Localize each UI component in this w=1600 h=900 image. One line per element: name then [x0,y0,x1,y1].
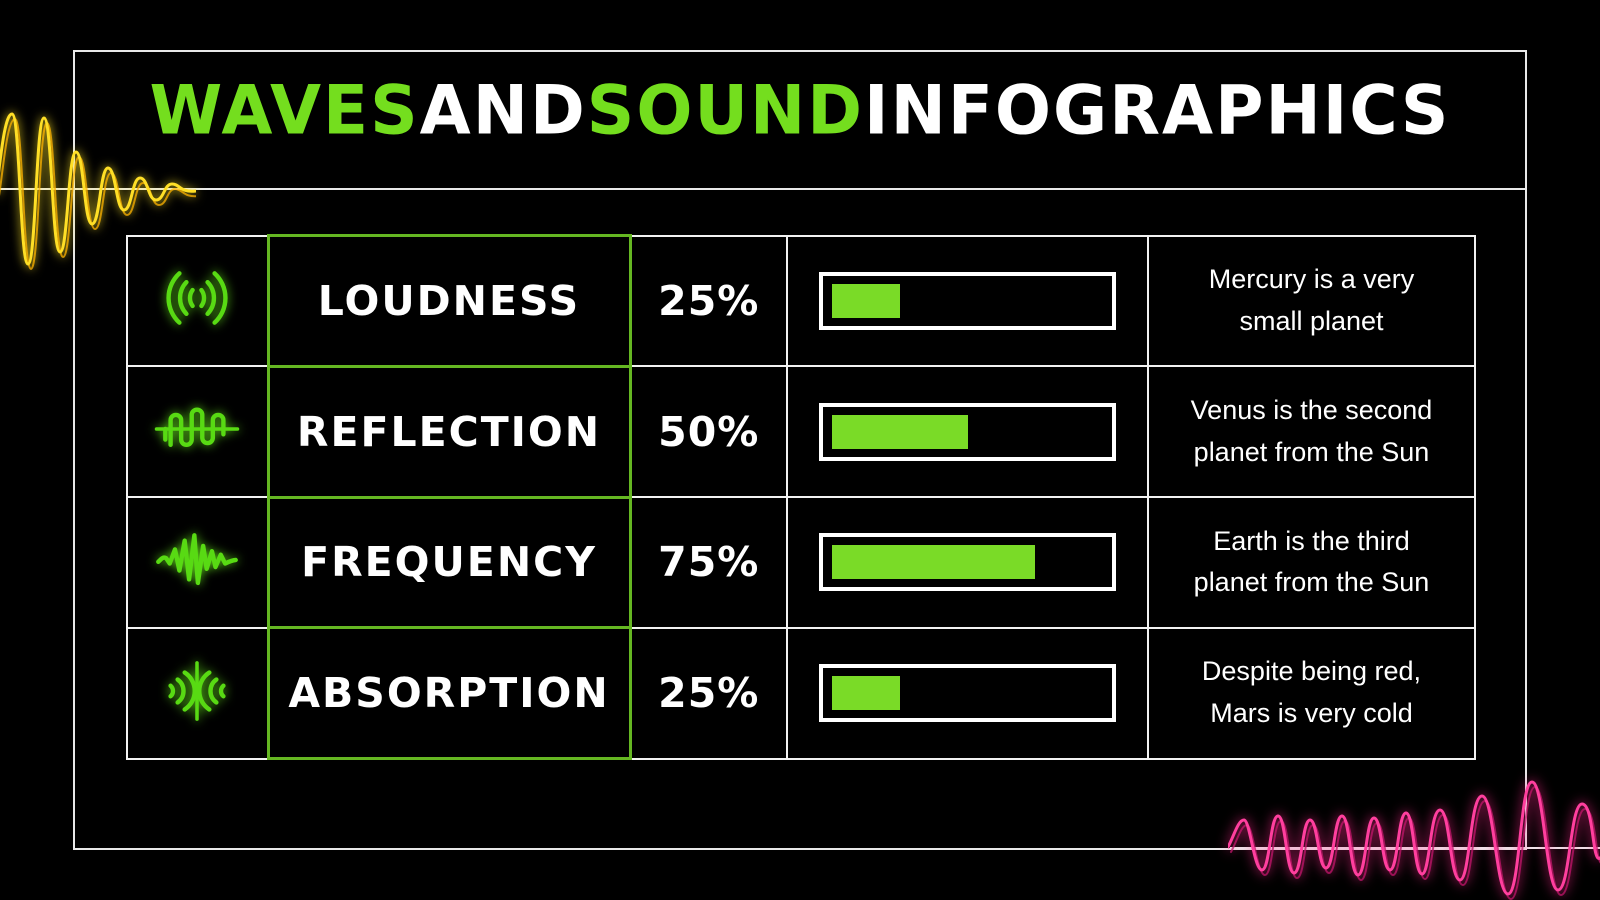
progress-bar-fill [832,545,1036,580]
progress-bar-fill [832,414,968,449]
progress-bar-track [819,271,1116,330]
percent-label: 25% [658,669,760,718]
property-name-label: REFLECTION [296,407,602,456]
title-word-and: AND [419,71,587,150]
property-name-label: LOUDNESS [317,276,581,325]
table-row: LOUDNESS 25% Mercury is a very small pla… [126,234,1476,368]
frequency-zigzag-wave-icon [153,521,241,599]
title-word-infographics: INFOGRAPHICS [864,71,1451,150]
percent-cell: 25% [629,626,788,760]
table-row: ABSORPTION 25% Despite being red, Mars i… [126,626,1476,760]
reflection-pulse-wave-icon [153,390,241,468]
progress-bar-cell [786,496,1149,629]
title-underline [0,188,1527,190]
progress-bar-cell [786,365,1149,498]
progress-bar-fill [832,283,900,318]
property-name-cell: LOUDNESS [266,234,632,368]
slide-frame [73,50,1527,850]
property-name-cell: ABSORPTION [266,626,632,760]
icon-cell [126,626,269,760]
description-cell: Earth is the third planet from the Sun [1147,496,1476,629]
infographic-table-body: LOUDNESS 25% Mercury is a very small pla… [126,234,1476,760]
table-row: FREQUENCY 75% Earth is the third planet … [126,495,1476,630]
description-cell: Despite being red, Mars is very cold [1147,626,1476,760]
percent-cell: 75% [629,496,788,629]
icon-cell [126,234,269,368]
loudness-sound-waves-icon [153,259,241,337]
pink-wave-axis-line [1230,847,1600,849]
property-name-label: FREQUENCY [301,538,597,587]
description-text: Despite being red, Mars is very cold [1201,656,1422,729]
percent-label: 75% [658,538,760,587]
percent-cell: 50% [629,365,788,498]
title-word-sound: SOUND [586,71,865,150]
icon-cell [126,365,269,498]
progress-bar-cell [786,234,1149,368]
progress-bar-track [819,664,1116,723]
table-row: REFLECTION 50% Venus is the second plane… [126,364,1476,499]
progress-bar-fill [832,676,900,711]
percent-cell: 25% [629,234,788,368]
description-cell: Venus is the second planet from the Sun [1147,365,1476,498]
description-cell: Mercury is a very small planet [1147,234,1476,368]
percent-label: 50% [658,407,760,456]
infographic-table: LOUDNESS 25% Mercury is a very small pla… [126,234,1476,760]
page-title: WAVES AND SOUND INFOGRAPHICS [73,71,1527,152]
absorption-converging-waves-icon [153,652,241,730]
progress-bar-track [819,533,1116,592]
progress-bar-cell [786,626,1149,760]
description-text: Earth is the third planet from the Sun [1193,525,1430,598]
title-word-waves: WAVES [149,71,420,150]
description-text: Mercury is a very small planet [1208,264,1415,336]
icon-cell [126,496,269,629]
percent-label: 25% [658,276,760,325]
property-name-label: ABSORPTION [288,669,610,718]
progress-bar-track [819,402,1116,461]
property-name-cell: REFLECTION [266,364,632,499]
property-name-cell: FREQUENCY [266,495,632,630]
description-text: Venus is the second planet from the Sun [1190,394,1433,467]
